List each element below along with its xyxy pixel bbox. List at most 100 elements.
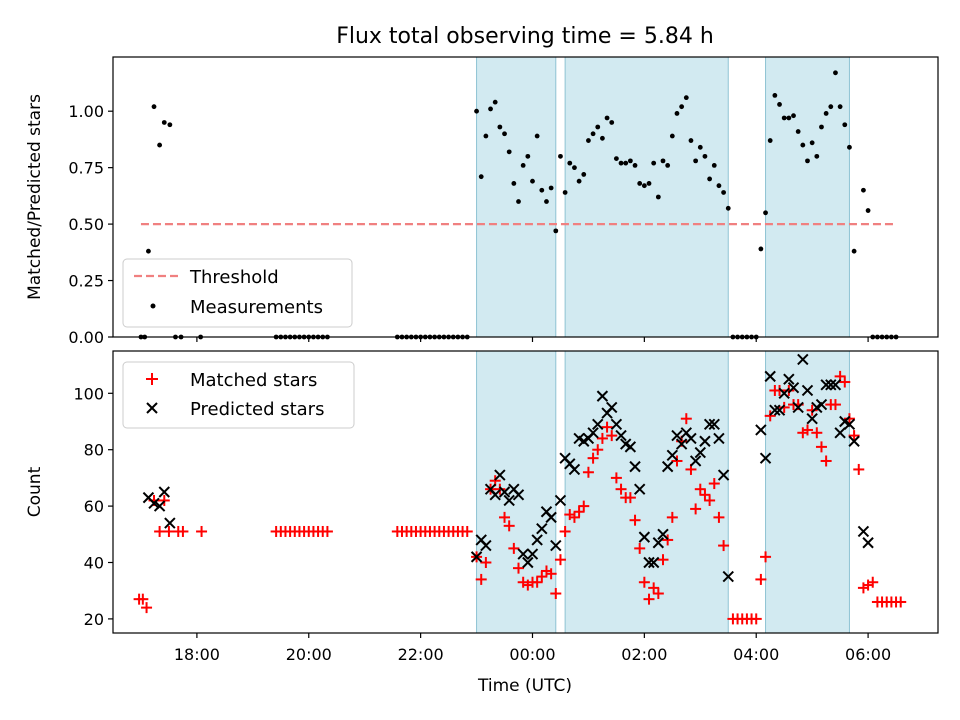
measurement-point [502, 131, 507, 137]
predicted-point-b [806, 412, 818, 425]
measurement-point [613, 156, 619, 162]
predicted-point [545, 511, 557, 524]
top-y-axis-label: Matched/Predicted stars [25, 94, 45, 300]
predicted-point [685, 432, 697, 445]
predicted-point [148, 497, 160, 509]
matched-point [806, 404, 818, 416]
predicted-point-b [773, 404, 786, 416]
predicted-point [783, 373, 795, 385]
matched-point [662, 534, 674, 546]
bottom-y-axis-label: Count [25, 466, 45, 517]
predicted-point-b [606, 401, 618, 414]
bottom-panel: 20 40 60 80 100 18:00 20:00 22:00 00:00 02:00 04:… [25, 350, 939, 696]
predicted-point-b [801, 384, 814, 397]
measurement-point [553, 228, 559, 234]
measurement-point [823, 111, 829, 116]
predicted-point-b [689, 455, 702, 467]
predicted-point-b [470, 551, 483, 563]
matched-point [615, 483, 627, 495]
bottom-shaded-intervals [476, 350, 850, 634]
predicted-point-b [643, 556, 655, 569]
matched-point [843, 413, 855, 425]
predicted-point [526, 548, 539, 560]
measurement-point [511, 181, 517, 186]
predicted-point [596, 390, 609, 402]
predicted-point [568, 463, 581, 476]
measurement-point [660, 158, 666, 164]
measurement-point [516, 199, 521, 204]
predicted-point-b [647, 556, 660, 569]
predicted-point [489, 489, 501, 501]
matched-point [610, 472, 622, 484]
predicted-point [713, 432, 725, 445]
matched-point [895, 596, 907, 608]
predicted-point-b [713, 432, 725, 445]
predicted-point [164, 517, 176, 529]
predicted-point-b [638, 531, 651, 543]
measurement-point [474, 108, 479, 114]
measurement-point [665, 162, 671, 168]
predicted-point [722, 570, 734, 583]
measurement-point [590, 131, 596, 137]
predicted-point-b [825, 379, 837, 391]
predicted-point [708, 418, 720, 431]
top-legend: Threshold Measurements [122, 258, 353, 328]
matched-point [531, 576, 543, 588]
matched-point [137, 593, 149, 605]
matched-point [699, 489, 711, 501]
matched-point [638, 576, 650, 588]
measurement-point [828, 104, 834, 110]
predicted-point-b [829, 379, 842, 391]
predicted-point-b [153, 500, 166, 512]
predicted-point [792, 401, 804, 414]
measurement-point [646, 181, 652, 186]
predicted-point-b [498, 486, 511, 498]
y-tick-label: 100 [73, 384, 104, 403]
measurement-point [758, 246, 764, 252]
matched-point [624, 492, 636, 504]
measurement-point [861, 187, 866, 193]
predicted-point [633, 483, 646, 495]
matched-point [158, 494, 170, 506]
measurement-point [725, 205, 731, 211]
matched-point [461, 525, 473, 537]
predicted-point [657, 528, 669, 541]
matched-point [755, 573, 767, 585]
top-legend-box [122, 258, 353, 328]
measurement-point [600, 135, 605, 141]
predicted-point-b [694, 446, 706, 459]
matched-point [657, 554, 669, 566]
measurement-point [632, 162, 638, 168]
predicted-point-b [148, 497, 160, 509]
measurement-point [637, 181, 643, 186]
predicted-legend-label: Predicted stars [190, 399, 324, 420]
predicted-point-b [815, 398, 828, 411]
measurement-point [623, 160, 629, 166]
bottom-x-ticks: 18:00 20:00 22:00 00:00 02:00 04:00 06:00 [174, 633, 891, 664]
measurement-point [146, 248, 151, 254]
measurement-point [548, 185, 554, 191]
measurement-point [791, 113, 796, 119]
predicted-point-b [792, 401, 804, 414]
matched-point [554, 554, 566, 566]
measurement-point [544, 199, 549, 204]
predicted-point [606, 401, 618, 414]
predicted-point-b [699, 435, 711, 447]
matched-point [867, 576, 879, 588]
predicted-point-b [661, 460, 674, 473]
matched-point [475, 573, 487, 585]
measurement-point [539, 187, 545, 193]
measurement-point [581, 172, 587, 177]
predicted-point-b [675, 438, 688, 450]
x-tick-label: 18:00 [174, 645, 220, 664]
matched-point [718, 540, 730, 552]
measurement-point [567, 160, 573, 166]
measurement-point [679, 104, 685, 110]
predicted-legend-marker [146, 402, 158, 414]
measurement-point [837, 104, 843, 110]
predicted-point-b [624, 441, 637, 453]
predicted-point [647, 556, 660, 569]
predicted-point [643, 556, 655, 569]
measurement-point [697, 144, 703, 150]
measurement-point [693, 158, 699, 164]
